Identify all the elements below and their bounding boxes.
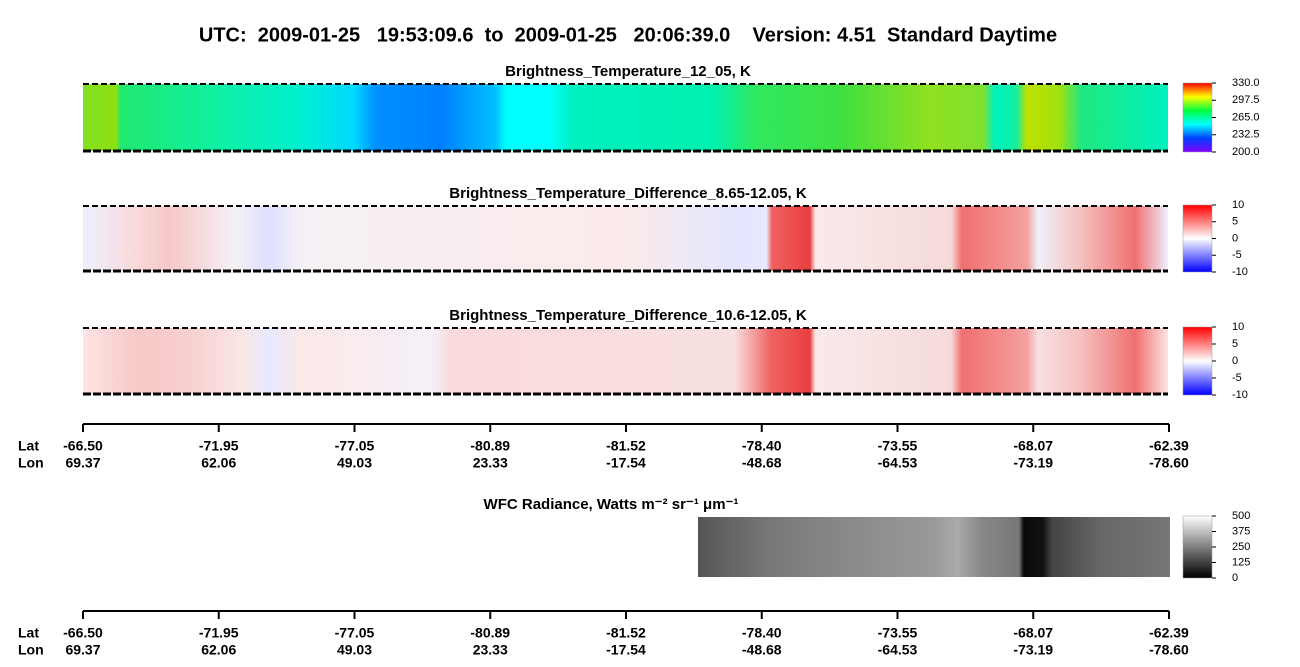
colorbar-tick-label: 0: [1232, 355, 1238, 367]
heatmap-image: [83, 84, 1168, 151]
lon-tick-label: -73.19: [1013, 642, 1053, 658]
colorbar-tick-label: 0: [1232, 232, 1238, 244]
panel-title: Brightness_Temperature_Difference_10.6-1…: [449, 307, 807, 324]
lat-tick-label: -73.55: [878, 625, 918, 641]
colorbar-tick-label: 250: [1232, 541, 1250, 553]
lat-tick-label: -73.55: [878, 438, 918, 454]
colorbar-tick-label: 500: [1232, 510, 1250, 522]
lon-tick-label: -64.53: [878, 455, 918, 471]
lon-tick-label: -48.68: [742, 642, 782, 658]
lat-tick-label: -78.40: [742, 625, 782, 641]
colorbar: [1182, 82, 1213, 153]
colorbar-tick-label: 200.0: [1232, 146, 1260, 158]
colorbar-tick-label: 265.0: [1232, 111, 1260, 123]
lat-tick-label: -71.95: [199, 438, 239, 454]
lon-tick-label: -17.54: [606, 642, 646, 658]
colorbar-tick-label: 375: [1232, 525, 1250, 537]
heatmap-image: [83, 206, 1168, 271]
colorbar-tick-label: 232.5: [1232, 129, 1260, 141]
lat-tick-label: -62.39: [1149, 438, 1189, 454]
colorbar-tick-label: -5: [1232, 249, 1242, 261]
lat-tick-label: -68.07: [1013, 625, 1053, 641]
lat-tick-label: -71.95: [199, 625, 239, 641]
lat-tick-label: -66.50: [63, 625, 103, 641]
colorbar-tick-label: 125: [1232, 556, 1250, 568]
lat-tick-label: -68.07: [1013, 438, 1053, 454]
lon-tick-label: 23.33: [473, 455, 508, 471]
lat-tick-label: -80.89: [470, 625, 510, 641]
colorbar-tick-label: 10: [1232, 321, 1244, 333]
panel-title: Brightness_Temperature_Difference_8.65-1…: [449, 185, 807, 202]
lon-label: Lon: [18, 455, 44, 471]
colorbar: [1182, 326, 1213, 396]
colorbar-tick-label: 330.0: [1232, 77, 1260, 89]
colorbar-tick-label: -10: [1232, 266, 1248, 278]
lon-tick-label: 23.33: [473, 642, 508, 658]
colorbar-tick-label: 0: [1232, 572, 1238, 584]
lon-tick-label: 49.03: [337, 642, 372, 658]
lon-tick-label: 49.03: [337, 455, 372, 471]
colorbar: [1182, 204, 1213, 273]
lon-tick-label: -78.60: [1149, 455, 1189, 471]
lon-tick-label: -73.19: [1013, 455, 1053, 471]
lat-tick-label: -77.05: [335, 438, 375, 454]
lon-tick-label: 69.37: [65, 642, 100, 658]
lat-tick-label: -81.52: [606, 625, 646, 641]
heatmap-image: [83, 328, 1168, 394]
lat-tick-label: -81.52: [606, 438, 646, 454]
figure-title: UTC: 2009-01-25 19:53:09.6 to 2009-01-25…: [199, 24, 1057, 46]
lat-tick-label: -66.50: [63, 438, 103, 454]
lat-tick-label: -80.89: [470, 438, 510, 454]
colorbar-tick-label: 5: [1232, 216, 1238, 228]
lon-label: Lon: [18, 642, 44, 658]
panel-title: WFC Radiance, Watts m⁻² sr⁻¹ μm⁻¹: [484, 496, 739, 513]
panel-title: Brightness_Temperature_12_05, K: [505, 63, 751, 80]
lon-tick-label: 69.37: [65, 455, 100, 471]
lon-tick-label: -78.60: [1149, 642, 1189, 658]
lat-tick-label: -78.40: [742, 438, 782, 454]
lon-tick-label: -48.68: [742, 455, 782, 471]
lon-tick-label: 62.06: [201, 642, 236, 658]
colorbar-tick-label: 5: [1232, 338, 1238, 350]
colorbar-tick-label: 10: [1232, 199, 1244, 211]
lat-tick-label: -77.05: [335, 625, 375, 641]
lat-tick-label: -62.39: [1149, 625, 1189, 641]
lon-tick-label: 62.06: [201, 455, 236, 471]
lon-tick-label: -17.54: [606, 455, 646, 471]
heatmap-image: [698, 517, 1170, 577]
colorbar-tick-label: -5: [1232, 372, 1242, 384]
colorbar: [1182, 515, 1213, 579]
lon-tick-label: -64.53: [878, 642, 918, 658]
lat-label: Lat: [18, 625, 39, 641]
colorbar-tick-label: 297.5: [1232, 94, 1260, 106]
colorbar-tick-label: -10: [1232, 389, 1248, 401]
lat-label: Lat: [18, 438, 39, 454]
